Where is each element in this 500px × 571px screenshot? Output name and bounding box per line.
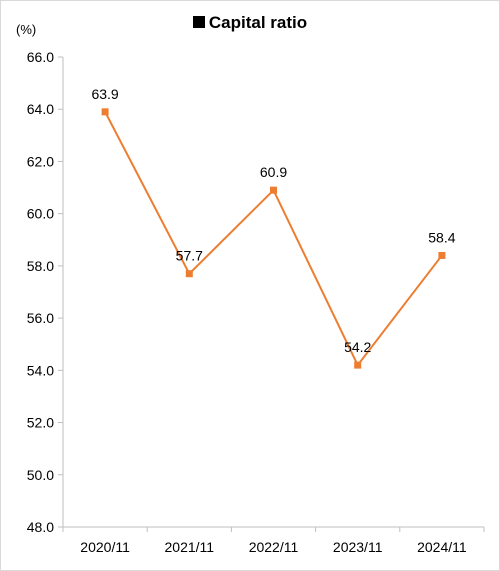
data-label: 58.4: [428, 229, 455, 245]
y-tick-label: 58.0: [27, 258, 54, 274]
y-tick-label: 62.0: [27, 153, 54, 169]
data-label: 63.9: [91, 86, 118, 102]
data-point: [101, 108, 109, 116]
data-point: [270, 186, 277, 194]
y-tick-label: 54.0: [27, 362, 54, 378]
x-tick-label: 2024/11: [417, 539, 467, 555]
data-point: [354, 361, 362, 369]
y-tick-label: 60.0: [27, 206, 54, 222]
data-label: 57.7: [176, 248, 203, 264]
series-line: [104, 111, 443, 368]
y-tick-label: 64.0: [27, 101, 54, 117]
x-tick-label: 2020/11: [80, 539, 130, 555]
y-tick-label: 50.0: [27, 467, 54, 483]
x-tick-label: 2022/11: [249, 539, 299, 555]
x-tick-label: 2021/11: [165, 539, 215, 555]
y-tick-label: 52.0: [27, 415, 54, 431]
title-square-icon: [192, 16, 205, 28]
x-tick-label: 2023/11: [333, 539, 383, 555]
data-point: [438, 251, 446, 259]
y-tick-label: 56.0: [27, 310, 54, 326]
chart-title: Capital ratio: [0, 13, 500, 33]
data-label: 54.2: [344, 339, 371, 355]
data-point: [185, 270, 193, 278]
y-axis-unit-label: (%): [16, 22, 37, 37]
data-label: 60.9: [260, 164, 287, 180]
y-tick-label: 48.0: [27, 519, 54, 535]
chart-title-text: Capital ratio: [208, 13, 308, 32]
y-tick-label: 66.0: [27, 49, 54, 65]
